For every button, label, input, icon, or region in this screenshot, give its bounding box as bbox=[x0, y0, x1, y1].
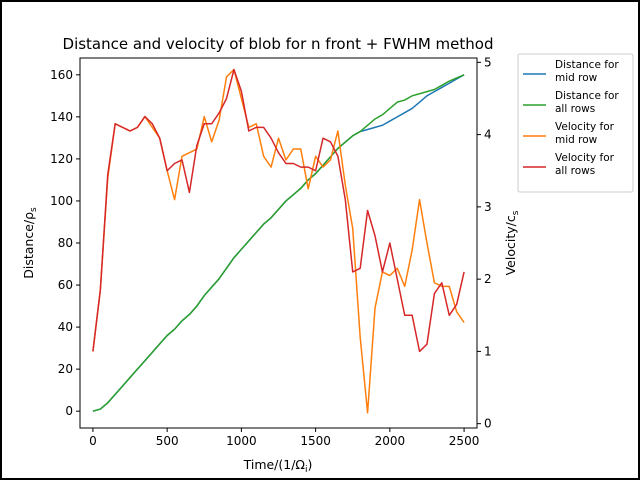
y-axis-label: Distance/ρs bbox=[21, 207, 39, 279]
series-line-3 bbox=[92, 68, 465, 414]
y-tick-label: 0 bbox=[65, 404, 73, 418]
y-axis-right: 0 1 2 3 4 5 bbox=[477, 55, 492, 431]
y-axis-left: 0 20 40 60 80 100 120 140 160 bbox=[50, 68, 80, 418]
y2-tick-label: 3 bbox=[484, 200, 492, 214]
y-tick-label: 20 bbox=[58, 362, 73, 376]
y-tick-label: 80 bbox=[58, 236, 73, 250]
y2-axis-label: Velocity/cs bbox=[503, 210, 521, 275]
x-tick-label: 1500 bbox=[300, 434, 331, 448]
x-tick-label: 2500 bbox=[449, 434, 480, 448]
series-line-2 bbox=[92, 74, 465, 412]
y-tick-label: 140 bbox=[50, 110, 73, 124]
y-tick-label: 40 bbox=[58, 320, 73, 334]
x-tick-label: 500 bbox=[156, 434, 179, 448]
x-axis: 0 500 1000 1500 2000 2500 bbox=[89, 428, 479, 448]
y-tick-label: 100 bbox=[50, 194, 73, 208]
series-layer bbox=[92, 68, 465, 414]
legend-label-2: Distance for all rows bbox=[555, 90, 619, 115]
y-tick-label: 60 bbox=[58, 278, 73, 292]
y-tick-label: 160 bbox=[50, 68, 73, 82]
legend-label-3: Velocity for mid row bbox=[555, 121, 615, 146]
legend-label-1: Distance for mid row bbox=[555, 59, 619, 84]
y2-tick-label: 2 bbox=[484, 272, 492, 286]
legend: Distance for mid row Distance for all rows V… bbox=[517, 53, 634, 193]
y-tick-label: 120 bbox=[50, 152, 73, 166]
y2-tick-label: 0 bbox=[484, 417, 492, 431]
y2-tick-label: 5 bbox=[484, 55, 492, 69]
y2-tick-label: 4 bbox=[484, 128, 492, 142]
plot-area bbox=[79, 57, 478, 429]
x-tick-label: 1000 bbox=[226, 434, 257, 448]
series-line-4 bbox=[92, 68, 465, 353]
y2-tick-label: 1 bbox=[484, 344, 492, 358]
legend-label-4: Velocity for all rows bbox=[555, 152, 615, 177]
x-tick-label: 0 bbox=[89, 434, 97, 448]
x-tick-label: 2000 bbox=[375, 434, 406, 448]
series-line-1 bbox=[92, 74, 465, 412]
x-axis-label: Time/(1/Ωi) bbox=[243, 457, 313, 475]
legend-box bbox=[517, 53, 634, 193]
chart-title: Distance and velocity of blob for n fron… bbox=[63, 35, 494, 53]
